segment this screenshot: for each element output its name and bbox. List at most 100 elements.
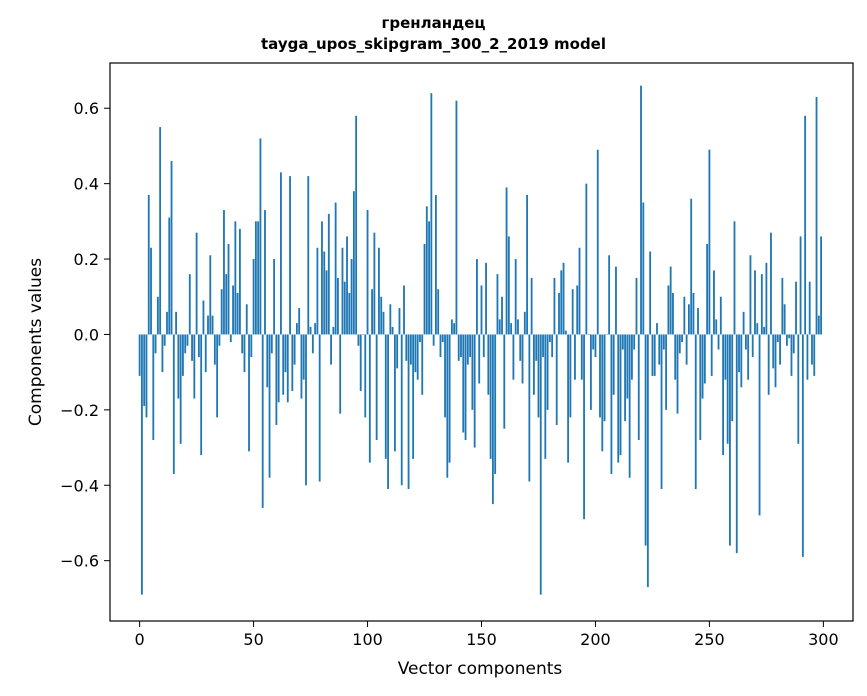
bar	[770, 232, 772, 335]
bar	[435, 194, 437, 335]
bar	[316, 247, 319, 335]
x-tick-label: 150	[466, 630, 497, 649]
bar	[371, 289, 374, 335]
bar	[140, 334, 143, 595]
bar	[640, 85, 642, 335]
bar	[209, 255, 212, 335]
bar	[412, 334, 415, 459]
bar	[254, 221, 257, 335]
bar	[453, 323, 456, 335]
bar	[772, 334, 775, 369]
bar	[473, 334, 476, 448]
bar	[307, 176, 310, 335]
bar	[327, 213, 330, 335]
bar	[225, 274, 228, 335]
bar	[526, 194, 528, 335]
bar	[227, 243, 230, 335]
bar	[302, 334, 305, 380]
bar	[505, 187, 508, 335]
bar	[243, 334, 246, 373]
bar	[275, 334, 278, 425]
bar	[603, 334, 606, 422]
bar	[751, 334, 754, 358]
bar	[615, 266, 617, 335]
bar	[617, 334, 620, 463]
bar	[321, 221, 323, 335]
bar	[334, 202, 337, 335]
x-tick-label: 250	[694, 630, 725, 649]
bar	[596, 149, 599, 335]
bar	[400, 334, 403, 486]
bar	[656, 323, 658, 335]
bar	[478, 334, 481, 384]
bar	[211, 315, 214, 335]
bar	[662, 334, 665, 350]
bar	[341, 247, 344, 335]
bar	[703, 334, 706, 384]
bar	[366, 210, 369, 335]
bar	[765, 262, 768, 335]
bar	[421, 334, 424, 395]
bar	[300, 334, 303, 399]
y-tick-label: 0.2	[74, 250, 99, 269]
bar	[820, 236, 823, 335]
bar	[476, 259, 478, 335]
bar	[713, 270, 715, 335]
bar	[264, 210, 266, 335]
bar	[471, 334, 474, 410]
bar	[207, 315, 209, 335]
bar	[273, 259, 276, 335]
bar	[719, 296, 722, 335]
bar	[601, 334, 604, 452]
bar	[147, 194, 150, 335]
bar	[359, 334, 362, 392]
bar	[715, 319, 718, 335]
bar	[503, 334, 506, 429]
bar	[792, 334, 795, 354]
bar	[289, 176, 291, 335]
bar	[785, 334, 788, 346]
bar	[284, 334, 287, 373]
bar	[416, 334, 419, 380]
bar	[466, 334, 469, 365]
bar	[788, 334, 791, 339]
bar	[309, 326, 312, 335]
bar	[637, 334, 640, 441]
bar	[546, 334, 549, 410]
bar	[790, 334, 793, 376]
bar	[252, 259, 255, 335]
bar	[337, 277, 339, 335]
bar	[744, 334, 747, 350]
bar	[605, 334, 608, 335]
bar	[489, 334, 492, 459]
bar	[676, 334, 679, 414]
bar	[382, 311, 385, 335]
bar	[380, 296, 383, 335]
bar	[783, 304, 786, 335]
bar	[368, 334, 371, 463]
bar	[667, 285, 670, 335]
bar	[197, 334, 200, 358]
y-axis: −0.6 −0.4 −0.2 0.0 0.2 0.4 0.6	[60, 99, 110, 571]
bar	[291, 334, 294, 392]
bar	[708, 149, 711, 335]
bar	[295, 323, 298, 335]
bar	[460, 334, 462, 358]
bar	[266, 334, 269, 388]
bar	[799, 236, 802, 335]
x-tick-label: 200	[580, 630, 611, 649]
bar	[754, 270, 756, 335]
bar	[523, 311, 526, 335]
bar	[182, 334, 184, 376]
bar	[517, 319, 519, 335]
x-tick-label: 50	[243, 630, 263, 649]
bar	[756, 323, 759, 335]
bar	[585, 183, 588, 335]
y-axis-label: Components values	[26, 257, 46, 427]
bar	[245, 304, 248, 335]
bar	[539, 334, 542, 595]
bar	[569, 334, 572, 418]
bar	[717, 334, 720, 350]
bar	[152, 334, 155, 441]
x-axis-label: Vector components	[397, 659, 563, 679]
